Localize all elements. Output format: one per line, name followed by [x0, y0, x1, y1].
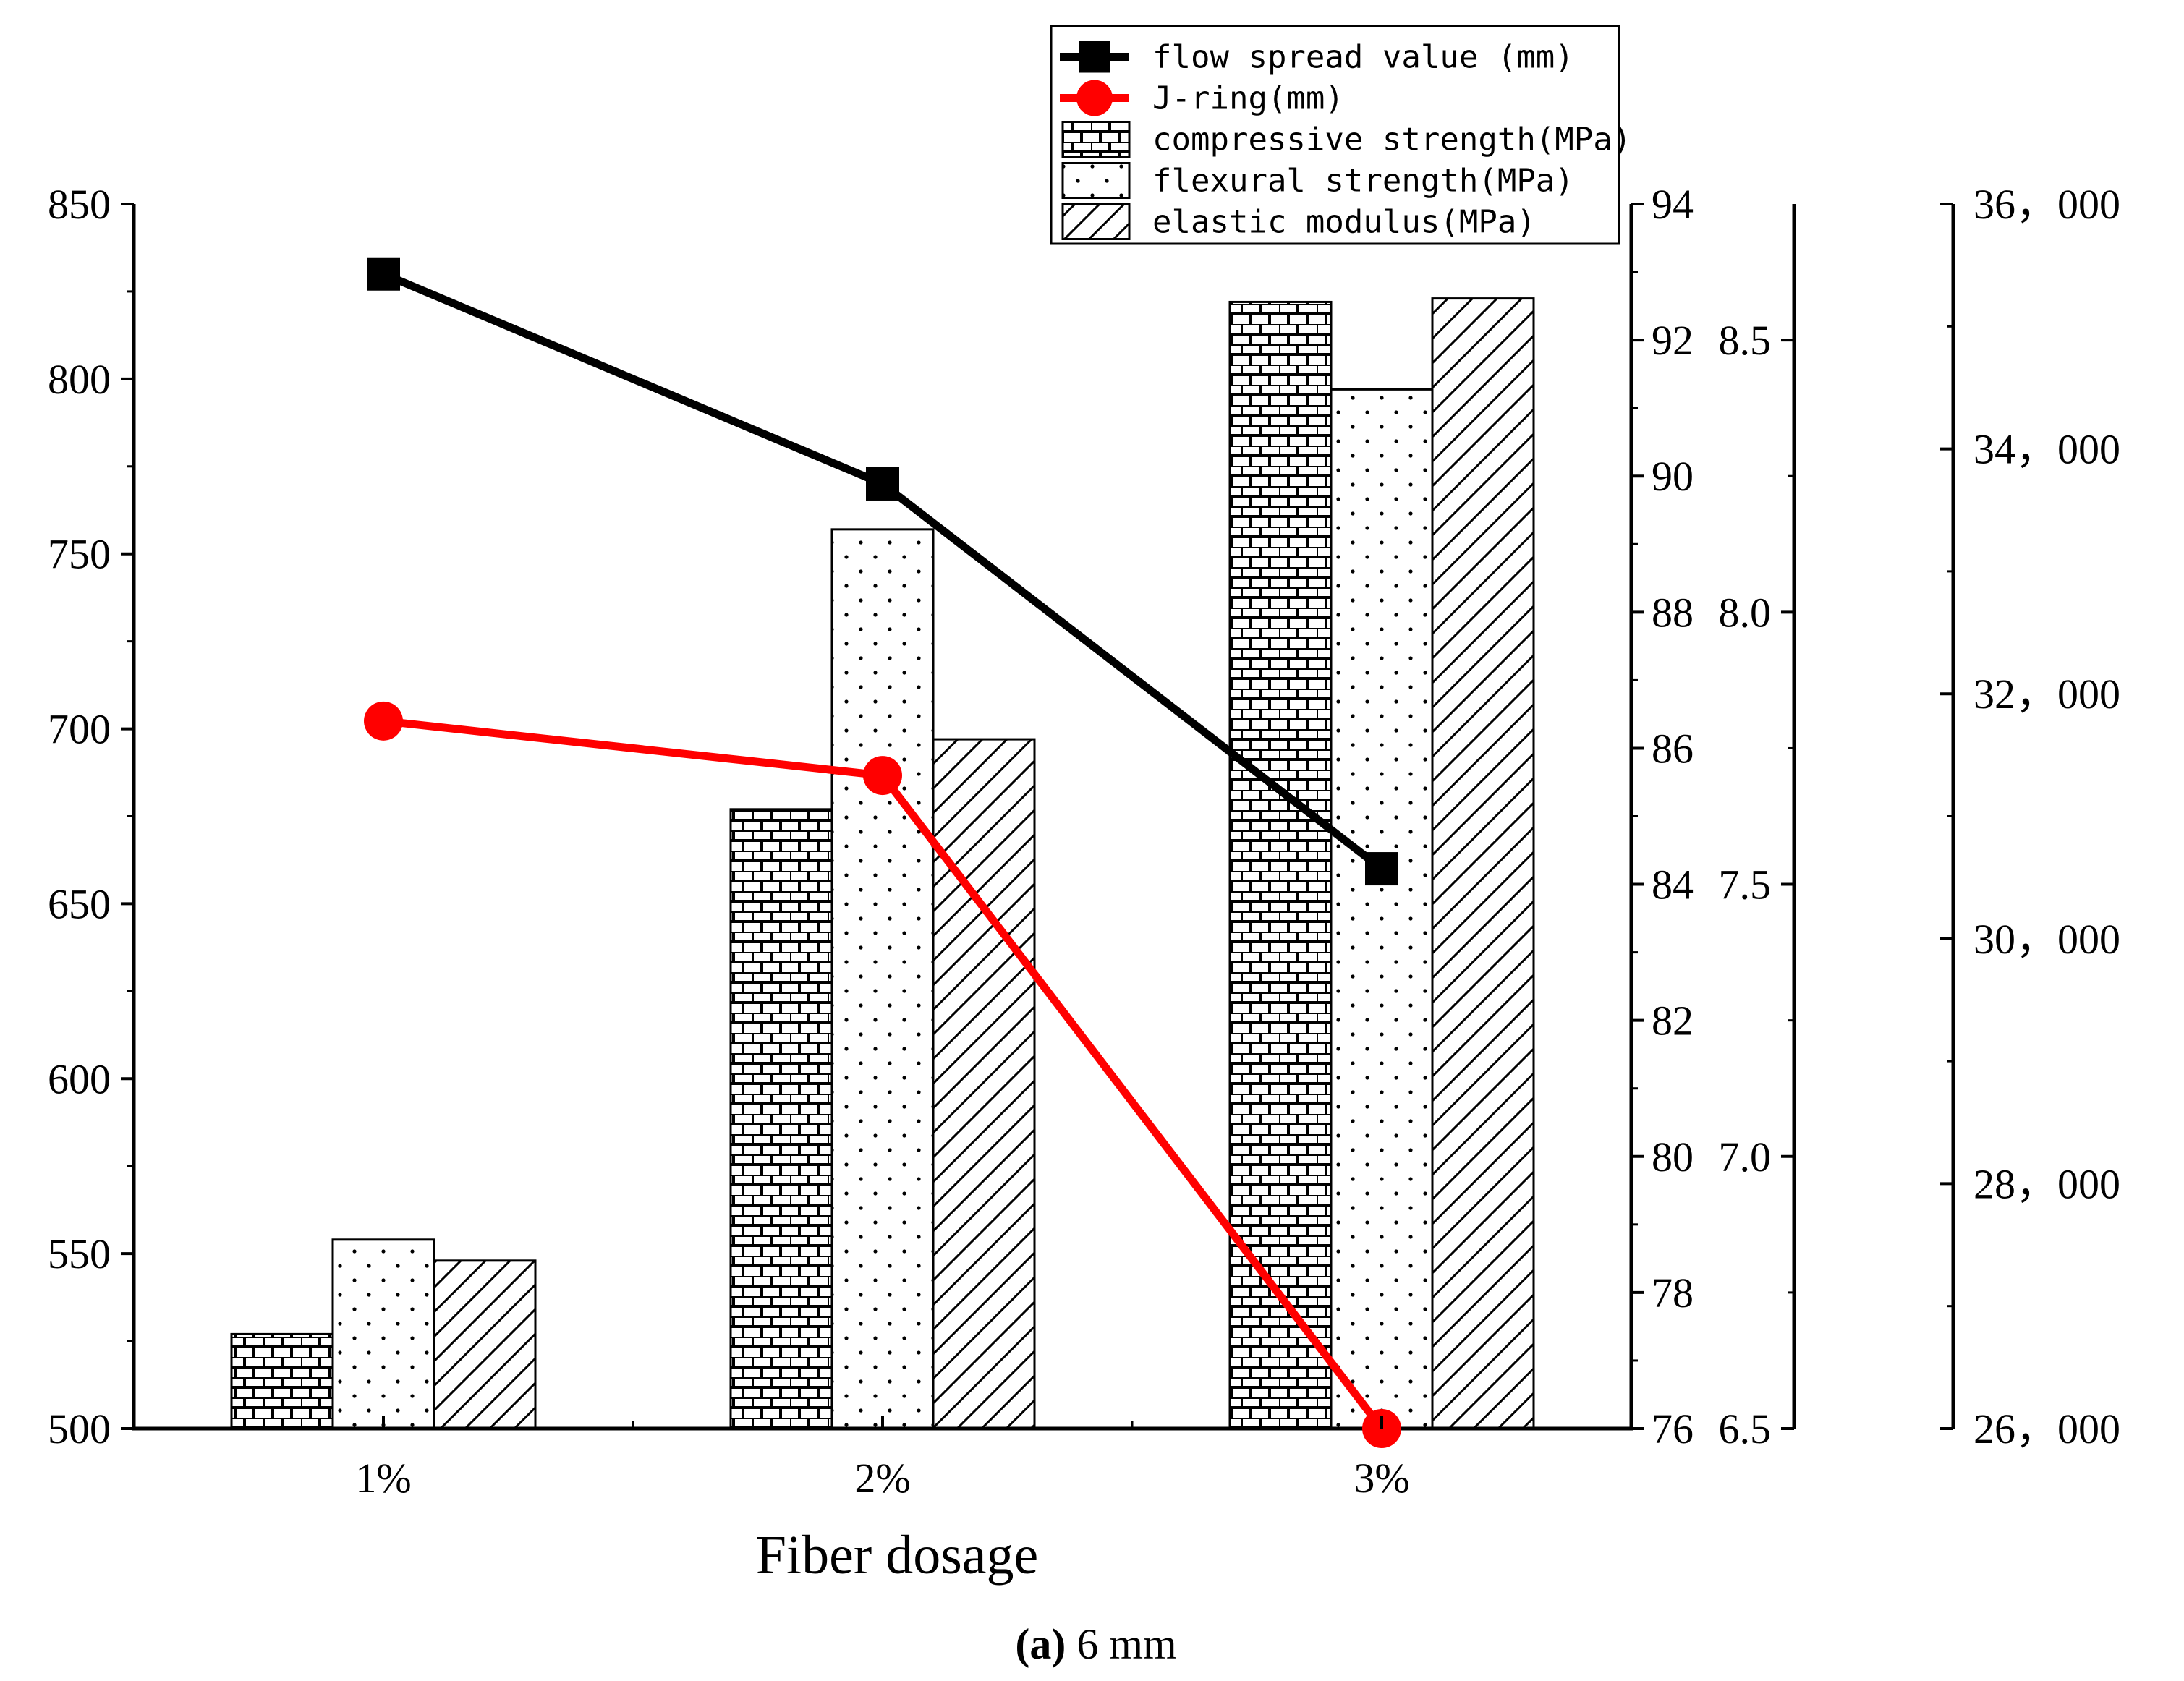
right-axis-3-tick-label-1: 26，000 [1973, 1405, 2120, 1452]
right-axis-2-tick-label-4: 8.0 [1719, 589, 1772, 636]
caption-label: (a) [1015, 1620, 1066, 1668]
legend-compressive-strength-swatch [1061, 121, 1131, 158]
right-axis-1-tick-label-4: 82 [1652, 997, 1694, 1044]
right-axis-3-tick-label-5: 34，000 [1973, 426, 2120, 473]
legend-compressive-strength-label: compressive strength(MPa) [1152, 122, 1631, 158]
legend-flexural-strength-label: flexural strength(MPa) [1152, 163, 1574, 200]
legend-j-ring-label: J-ring(mm) [1152, 80, 1344, 117]
bar-flexural-strength-3 [1330, 388, 1434, 1430]
right-axis-1-tick-label-9: 92 [1652, 317, 1694, 364]
left-axis-tick-label-3: 600 [48, 1055, 111, 1102]
legend-elastic-modulus-label: elastic modulus(MPa) [1152, 204, 1536, 241]
left-axis-tick-label-2: 550 [48, 1230, 111, 1277]
left-axis-tick-label-7: 800 [48, 356, 111, 403]
bar-flexural-strength-2 [830, 528, 935, 1430]
bar-compressive-strength-2 [729, 808, 833, 1430]
bar-elastic-modulus-1 [433, 1259, 537, 1430]
left-axis-tick-label-6: 750 [48, 531, 111, 578]
right-axis-1-tick-label-2: 78 [1652, 1269, 1694, 1316]
legend-flexural-strength-swatch [1061, 162, 1131, 199]
caption-text: 6 mm [1066, 1620, 1176, 1668]
right-axis-3-tick-label-3: 30，000 [1973, 916, 2120, 963]
bar-flexural-strength-1 [331, 1238, 435, 1430]
axes-layer: 500 550 600 650 700 750 800 850 76 78 80 82 84 86 88 90… [48, 181, 2120, 1502]
right-axis-2-tick-label-1: 6.5 [1719, 1405, 1772, 1452]
left-axis-tick-label-1: 500 [48, 1405, 111, 1452]
bar-compressive-strength-1 [230, 1332, 334, 1430]
point-j-ring-1 [364, 701, 403, 741]
right-axis-1-tick-label-8: 90 [1652, 453, 1694, 500]
point-flow-spread-value-3 [1365, 852, 1398, 886]
bar-elastic-modulus-3 [1431, 297, 1535, 1430]
left-axis-tick-label-8: 850 [48, 181, 111, 228]
bar-elastic-modulus-2 [932, 738, 1036, 1430]
x-axis-title: Fiber dosage [756, 1525, 1038, 1586]
right-axis-3-tick-label-2: 28，000 [1973, 1160, 2120, 1207]
lines-layer [364, 257, 1401, 1448]
left-axis-tick-label-5: 700 [48, 706, 111, 753]
point-flow-spread-value-2 [866, 467, 899, 501]
bars-layer [230, 297, 1535, 1430]
legend-flow-spread-value-label: flow spread value (mm) [1152, 39, 1574, 76]
right-axis-3-tick-label-4: 32，000 [1973, 671, 2120, 718]
right-axis-1-tick-label-1: 76 [1652, 1405, 1694, 1452]
right-axis-2-tick-label-2: 7.0 [1719, 1133, 1772, 1180]
right-axis-1-tick-label-10: 94 [1652, 181, 1694, 228]
right-axis-2-tick-label-5: 8.5 [1719, 317, 1772, 364]
right-axis-1-tick-label-5: 84 [1652, 861, 1694, 908]
legend: flow spread value (mm) J-ring(mm) compress… [1050, 25, 1631, 245]
point-flow-spread-value-1 [367, 257, 400, 291]
right-axis-1-tick-label-3: 80 [1652, 1133, 1694, 1180]
right-axis-2-tick-label-3: 7.5 [1719, 861, 1772, 908]
x-tick-label-2: 2% [854, 1455, 910, 1502]
x-tick-label-3: 3% [1354, 1455, 1409, 1502]
x-tick-label-1: 1% [355, 1455, 411, 1502]
legend-j-ring-marker [1076, 80, 1113, 116]
right-axis-1-tick-label-6: 86 [1652, 725, 1694, 772]
bar-compressive-strength-3 [1228, 300, 1333, 1430]
left-axis-tick-label-4: 650 [48, 880, 111, 927]
legend-flow-spread-value-marker [1079, 41, 1110, 73]
right-axis-3-tick-label-6: 36，000 [1973, 181, 2120, 228]
figure-caption: (a) 6 mm [1015, 1620, 1176, 1668]
legend-box [1050, 25, 1620, 245]
right-axis-1-tick-label-7: 88 [1652, 589, 1694, 636]
legend-elastic-modulus-swatch [1061, 203, 1131, 240]
point-j-ring-2 [863, 756, 902, 796]
